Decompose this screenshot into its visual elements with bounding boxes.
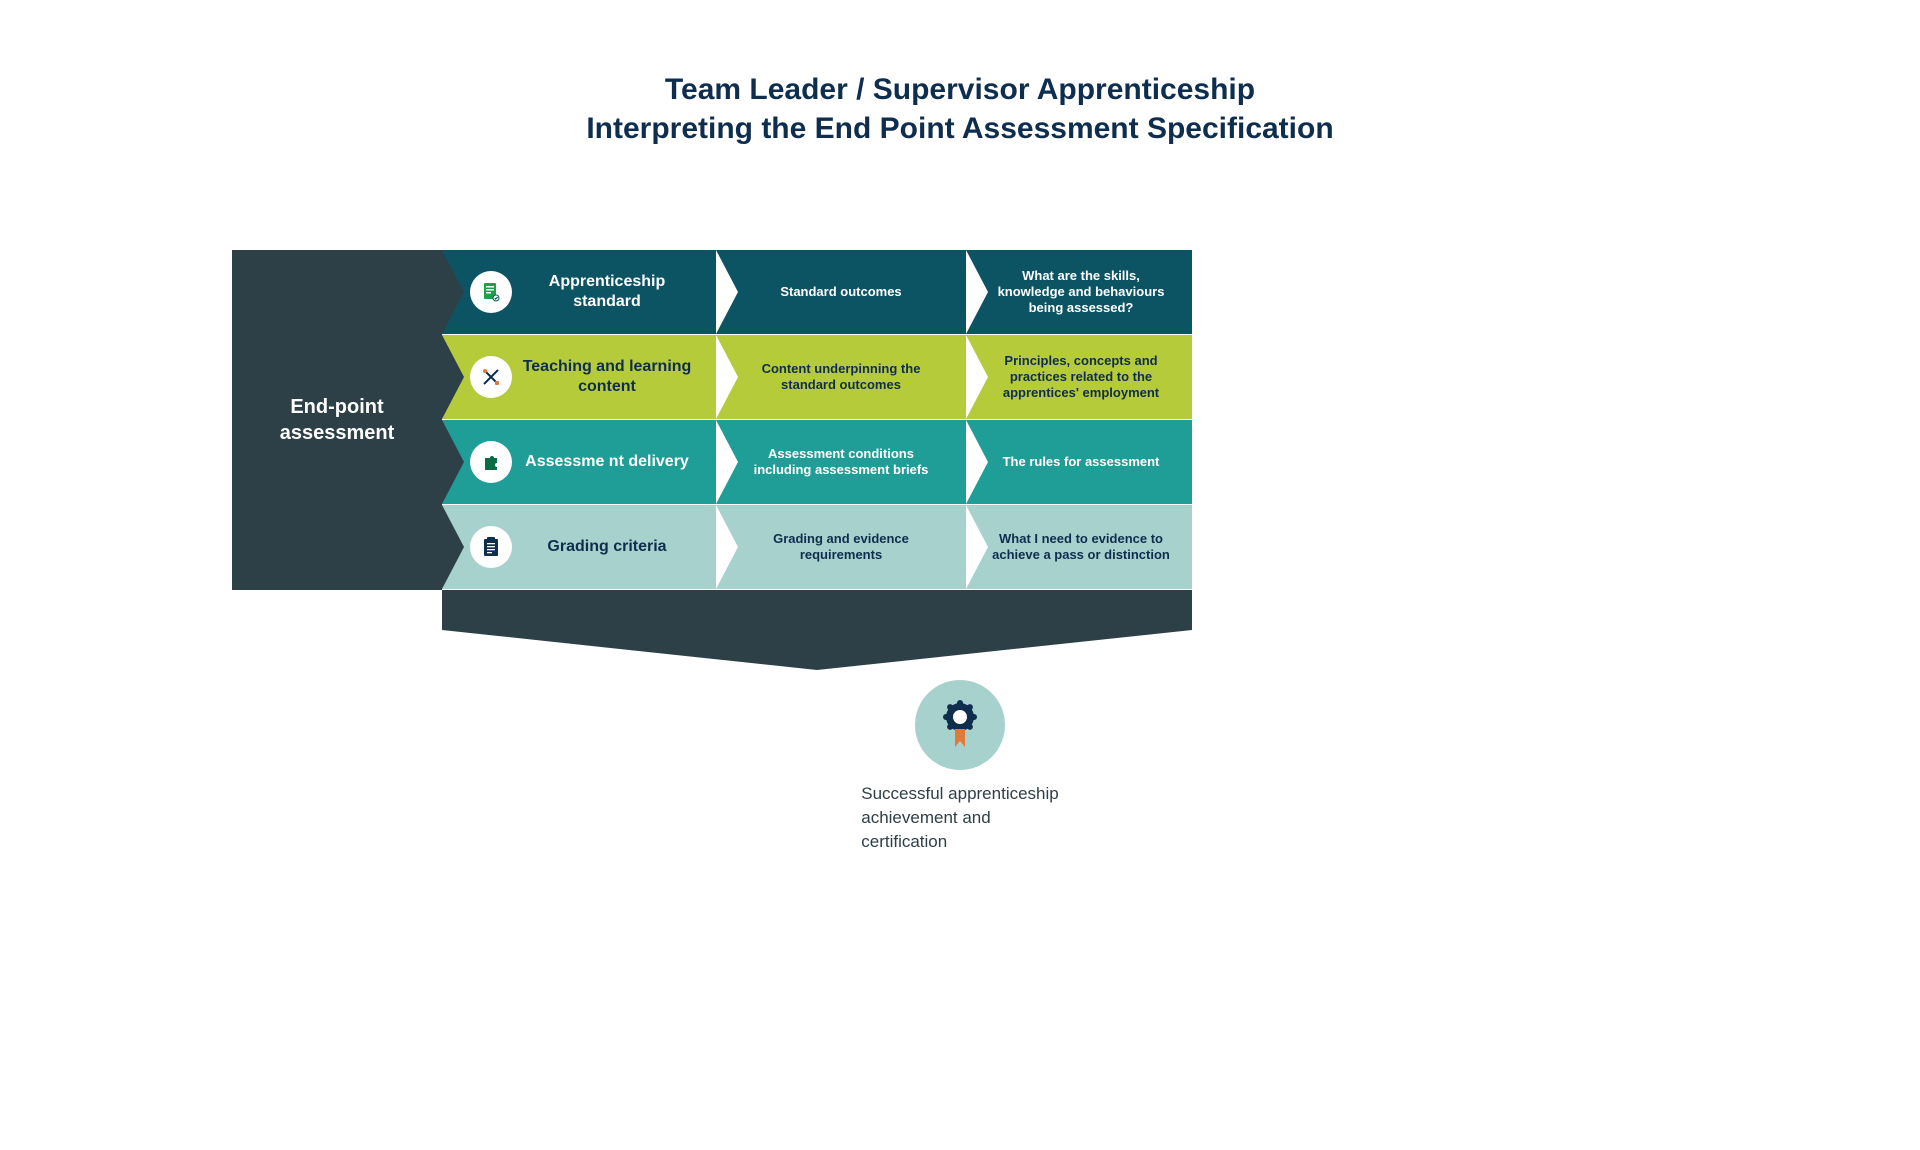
row0-seg2: Standard outcomes <box>712 250 962 334</box>
row1-seg1: Teaching and learning content <box>442 335 712 419</box>
row1-col3: Principles, concepts and practices relat… <box>992 353 1170 402</box>
row3-seg2: Grading and evidence requirements <box>712 505 962 589</box>
row-assessment-delivery: Assessme nt delivery Assessment conditio… <box>442 420 1192 504</box>
down-arrow-point <box>442 630 1192 670</box>
row3-seg3: What I need to evidence to achieve a pas… <box>962 505 1192 589</box>
row3-col3: What I need to evidence to achieve a pas… <box>992 531 1170 564</box>
row0-title: Apprenticeship standard <box>520 272 694 312</box>
tools-icon <box>470 356 512 398</box>
row2-col2: Assessment conditions including assessme… <box>742 446 940 479</box>
chevron-gap <box>716 335 738 419</box>
row3-seg1: Grading criteria <box>442 505 712 589</box>
row2-seg1: Assessme nt delivery <box>442 420 712 504</box>
row-grading-criteria: Grading criteria Grading and evidence re… <box>442 505 1192 589</box>
row2-col3: The rules for assessment <box>1003 454 1160 470</box>
clipboard-icon <box>470 526 512 568</box>
puzzle-icon <box>470 441 512 483</box>
chevron-gap <box>966 420 988 504</box>
row0-col2: Standard outcomes <box>780 284 901 300</box>
award-icon <box>915 680 1005 770</box>
flow-diagram: End-point assessment Apprenticeship stan… <box>232 250 1192 590</box>
row0-seg1: Apprenticeship standard <box>442 250 712 334</box>
row3-col2: Grading and evidence requirements <box>742 531 940 564</box>
chevron-gap <box>716 250 738 334</box>
title-line1: Team Leader / Supervisor Apprenticeship <box>665 73 1255 106</box>
chevron-gap <box>966 335 988 419</box>
row0-col3: What are the skills, knowledge and behav… <box>992 268 1170 317</box>
outcome-block: Successful apprenticeship achievement an… <box>0 680 1920 853</box>
document-icon <box>470 271 512 313</box>
chevron-gap <box>966 505 988 589</box>
root-cell: End-point assessment <box>232 250 442 590</box>
row2-seg2: Assessment conditions including assessme… <box>712 420 962 504</box>
row-teaching-learning: Teaching and learning content Content un… <box>442 335 1192 419</box>
row1-title: Teaching and learning content <box>520 357 694 397</box>
title-line2: Interpreting the End Point Assessment Sp… <box>586 112 1333 145</box>
chevron-gap <box>966 250 988 334</box>
root-chevron <box>442 505 464 589</box>
chevron-gap <box>716 505 738 589</box>
row-apprenticeship-standard: Apprenticeship standard Standard outcome… <box>442 250 1192 334</box>
chevron-gap <box>716 420 738 504</box>
row0-seg3: What are the skills, knowledge and behav… <box>962 250 1192 334</box>
row2-title: Assessme nt delivery <box>525 452 689 472</box>
root-chevron <box>442 335 464 419</box>
row2-seg3: The rules for assessment <box>962 420 1192 504</box>
row1-col2: Content underpinning the standard outcom… <box>742 361 940 394</box>
row1-seg3: Principles, concepts and practices relat… <box>962 335 1192 419</box>
root-chevron <box>442 250 464 334</box>
row1-seg2: Content underpinning the standard outcom… <box>712 335 962 419</box>
root-label: End-point assessment <box>252 394 422 446</box>
root-chevron <box>442 420 464 504</box>
row3-title: Grading criteria <box>547 537 666 557</box>
outcome-text: Successful apprenticeship achievement an… <box>861 782 1059 853</box>
down-arrow-bar <box>442 590 1192 630</box>
